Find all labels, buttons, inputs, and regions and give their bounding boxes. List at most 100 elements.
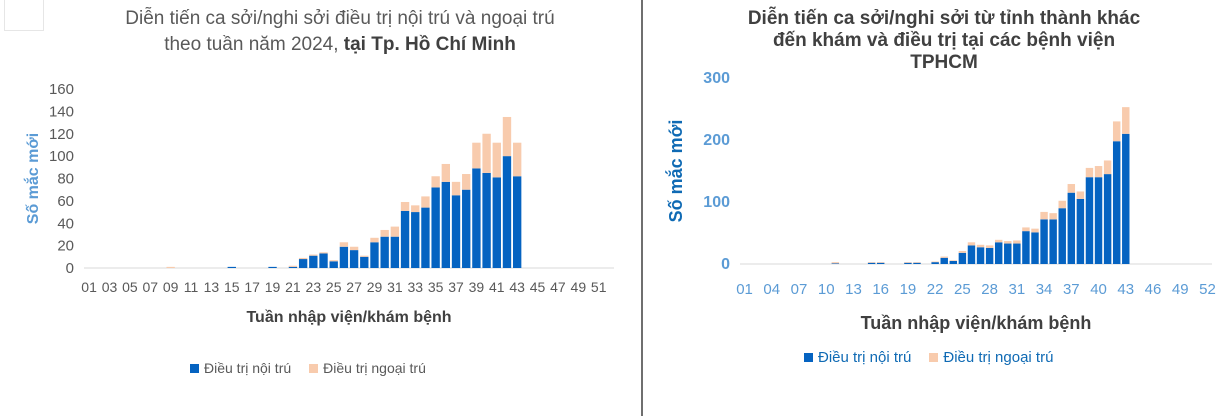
x-tick-label: 22 <box>927 281 944 298</box>
bar-outpatient <box>288 265 298 267</box>
x-tick-label: 21 <box>285 279 301 295</box>
y-tick-label: 100 <box>703 194 730 211</box>
bar-outpatient <box>166 266 175 268</box>
left-title-line2: theo tuần năm 2024, tại Tp. Hồ Chí Minh <box>60 32 620 58</box>
bar-outpatient <box>329 260 338 262</box>
bar-outpatient <box>431 176 440 188</box>
x-tick-label: 41 <box>489 279 505 295</box>
chart-frame-corner <box>4 0 44 31</box>
x-tick-label: 11 <box>184 279 199 295</box>
bar-outpatient <box>1049 213 1057 220</box>
legend-swatch-inpatient <box>190 363 199 373</box>
x-tick-label: 01 <box>736 281 753 298</box>
x-tick-label: 46 <box>1145 281 1162 298</box>
x-tick-label: 49 <box>1172 281 1189 298</box>
x-tick-label: 43 <box>509 279 525 295</box>
bar-outpatient <box>867 262 876 263</box>
y-tick-label: 60 <box>57 193 74 210</box>
bar-inpatient <box>319 253 328 268</box>
right-chart-panel: Diễn tiến ca sởi/nghi sởi từ tỉnh thành … <box>644 0 1230 416</box>
bar-outpatient <box>441 163 451 182</box>
left-title-line2-bold: tại Tp. Hồ Chí Minh <box>343 34 516 55</box>
bar-outpatient <box>298 257 308 260</box>
bar-outpatient <box>512 142 522 177</box>
bar-inpatient <box>1049 219 1057 264</box>
left-chart-title: Diễn tiến ca sởi/nghi sởi điều trị nội t… <box>60 6 620 58</box>
bar-inpatient <box>1040 219 1048 264</box>
x-tick-label: 37 <box>448 279 464 295</box>
bar-outpatient <box>949 260 958 261</box>
x-tick-label: 19 <box>900 281 917 298</box>
right-title-line2: đến khám và điều trị tại các bệnh viện <box>772 30 1116 51</box>
bar-inpatient <box>1022 231 1030 264</box>
y-tick-label: 40 <box>57 215 74 232</box>
legend-label-inpatient: Điều trị nội trú <box>818 349 912 366</box>
left-chart-svg: 0 20 40 60 80 100 120 140 160 01 03 05 07 09 11 13 15 17 1… <box>23 81 614 326</box>
legend-item-outpatient: Điều trị ngoại trú <box>309 360 426 376</box>
legend-item-inpatient: Điều trị nội trú <box>190 360 291 376</box>
bar-inpatient <box>482 172 491 268</box>
y-tick-label: 100 <box>49 148 74 165</box>
bar-inpatient <box>431 187 440 268</box>
legend-label-outpatient: Điều trị ngoại trú <box>323 360 426 376</box>
y-axis-title: Số mắc mới <box>665 120 686 223</box>
legend-swatch-outpatient <box>309 363 319 373</box>
x-tick-label: 09 <box>163 279 179 295</box>
bar-outpatient <box>976 244 985 248</box>
bar-outpatient <box>1076 191 1085 199</box>
bar-outpatient <box>1013 240 1021 244</box>
legend-item-outpatient: Điều trị ngoại trú <box>929 349 1053 366</box>
bar-inpatient <box>994 242 1003 264</box>
bar-outpatient <box>411 205 420 213</box>
x-tick-label: 13 <box>204 279 220 295</box>
right-title-line1: Diễn tiến ca sởi/nghi sởi từ tỉnh thành … <box>747 8 1141 29</box>
legend-swatch-inpatient <box>804 353 813 362</box>
y-tick-label: 80 <box>57 171 74 188</box>
bar-outpatient <box>390 226 400 237</box>
x-tick-label: 31 <box>1009 281 1026 298</box>
x-tick-label: 49 <box>571 279 587 295</box>
bar-inpatient <box>1004 243 1012 264</box>
bar-outpatient <box>931 261 939 263</box>
bar-outpatient <box>421 196 430 208</box>
bar-outpatient <box>462 174 471 190</box>
bar-inpatient <box>876 262 885 264</box>
y-tick-label: 120 <box>49 126 74 143</box>
bar-outpatient <box>1122 107 1130 134</box>
bar-inpatient <box>1013 243 1021 264</box>
bar-inpatient <box>472 168 481 268</box>
x-tick-label: 17 <box>244 279 260 295</box>
bar-outpatient <box>349 246 359 251</box>
bar-inpatient <box>309 255 318 268</box>
right-chart-title: Diễn tiến ca sởi/nghi sởi từ tỉnh thành … <box>724 8 1164 74</box>
bar-inpatient <box>502 156 512 268</box>
bar-outpatient <box>940 256 948 258</box>
right-chart-svg: 0 100 200 300 01 04 07 10 13 16 19 22 25 28 31 34 37 40 43… <box>665 70 1216 333</box>
bar-inpatient <box>1076 198 1085 264</box>
bar-inpatient <box>370 242 379 268</box>
bar-outpatient <box>994 239 1003 243</box>
bar-inpatient <box>1094 177 1103 264</box>
bar-inpatient <box>339 246 349 268</box>
bar-outpatient <box>1067 184 1076 193</box>
bar-outpatient <box>876 262 885 263</box>
bar-outpatient <box>502 116 512 157</box>
x-tick-label: 25 <box>954 281 971 298</box>
bar-inpatient <box>441 181 451 268</box>
bar-outpatient <box>492 142 501 178</box>
bar-outpatient <box>904 262 912 263</box>
legend-swatch-outpatient <box>929 353 939 362</box>
bar-outpatient <box>985 245 994 248</box>
x-tick-label: 10 <box>818 281 835 298</box>
left-title-line1: Diễn tiến ca sởi/nghi sởi điều trị nội t… <box>125 8 555 29</box>
y-axis-title: Số mắc mới <box>23 133 42 224</box>
bar-inpatient <box>288 266 298 268</box>
bar-outpatient <box>400 201 410 211</box>
bar-outpatient <box>831 262 840 264</box>
left-chart-panel: Diễn tiến ca sởi/nghi sởi điều trị nội t… <box>4 0 620 376</box>
bar-inpatient <box>421 207 430 268</box>
x-tick-label: 13 <box>845 281 862 298</box>
x-tick-label: 37 <box>1063 281 1080 298</box>
left-title-line2-prefix: theo tuần năm 2024, <box>164 34 344 55</box>
bar-inpatient <box>831 263 840 264</box>
